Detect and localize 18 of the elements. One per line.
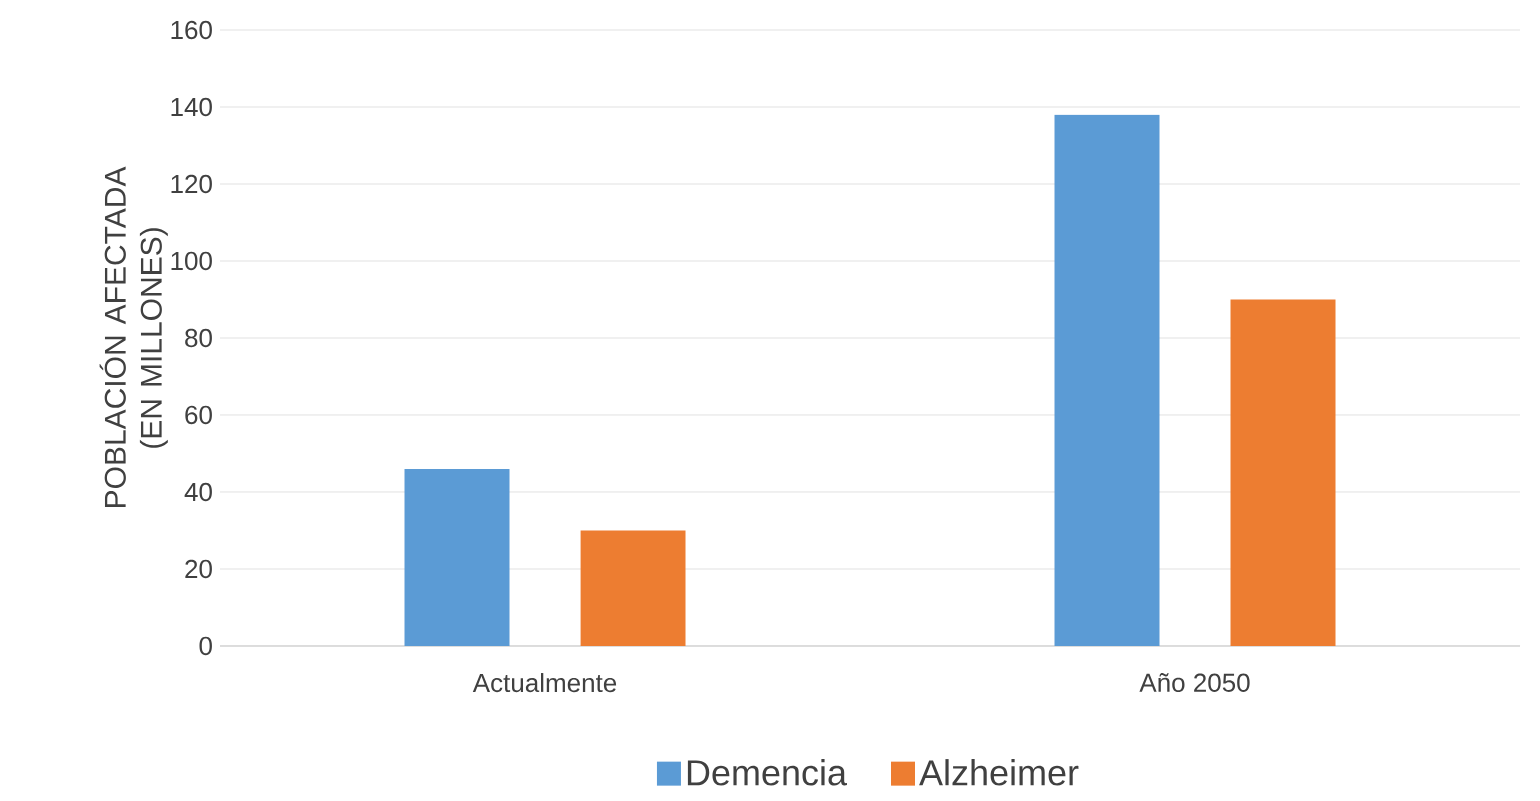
y-tick-label: 100 bbox=[171, 251, 212, 271]
bar bbox=[1054, 114, 1160, 646]
y-tick-label: 40 bbox=[184, 482, 212, 502]
legend-label: Alzheimer bbox=[919, 759, 1079, 786]
y-axis-title: POBLACIÓN AFECTADA (EN MILLONES) bbox=[99, 166, 168, 507]
legend-label: Demencia bbox=[687, 759, 847, 786]
y-tick-label: 80 bbox=[185, 328, 212, 348]
y-tick-label: 140 bbox=[171, 97, 212, 117]
x-tick-label: Actualmente bbox=[472, 673, 617, 693]
y-tick-label: 0 bbox=[199, 636, 212, 656]
y-tick-label: 60 bbox=[185, 405, 212, 425]
y-tick-label: 120 bbox=[171, 174, 212, 194]
bar bbox=[404, 468, 510, 646]
y-tick-label: 20 bbox=[185, 559, 212, 579]
x-tick-label: Año 2050 bbox=[1139, 673, 1250, 692]
bar bbox=[580, 530, 686, 646]
y-tick-label: 160 bbox=[171, 20, 212, 40]
bar bbox=[1230, 299, 1336, 646]
